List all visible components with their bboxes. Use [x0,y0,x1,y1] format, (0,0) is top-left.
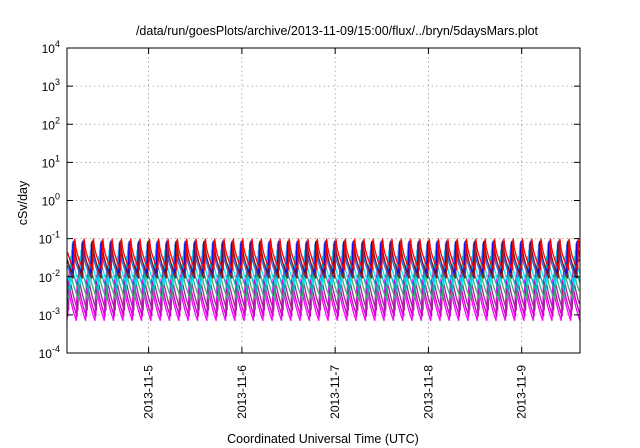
y-axis-label: cSv/day [16,180,30,225]
x-tick-label: 2013-11-5 [142,365,156,419]
y-tick-label: 100 [42,192,60,209]
y-tick-label: 10-2 [39,268,60,285]
x-tick-label: 2013-11-9 [515,365,529,419]
x-axis-label: Coordinated Universal Time (UTC) [227,432,419,446]
chart-title: /data/run/goesPlots/archive/2013-11-09/1… [136,24,539,38]
axis-ticks: 10-4 10-3 10-2 10-1 100 101 102 103 104 2013-11-5… [39,39,580,419]
y-tick-label: 10-4 [39,344,60,361]
series-lines [66,238,581,322]
x-tick-label: 2013-11-6 [235,365,249,419]
x-tick-label: 2013-11-8 [421,365,435,419]
series-line [66,238,581,271]
y-tick-label: 104 [42,39,60,56]
y-tick-label: 102 [42,115,60,132]
y-tick-label: 10-1 [39,230,60,247]
x-tick-label: 2013-11-7 [328,365,342,419]
y-tick-label: 101 [42,153,60,170]
y-tick-label: 10-3 [39,306,60,323]
y-tick-label: 103 [42,77,60,94]
